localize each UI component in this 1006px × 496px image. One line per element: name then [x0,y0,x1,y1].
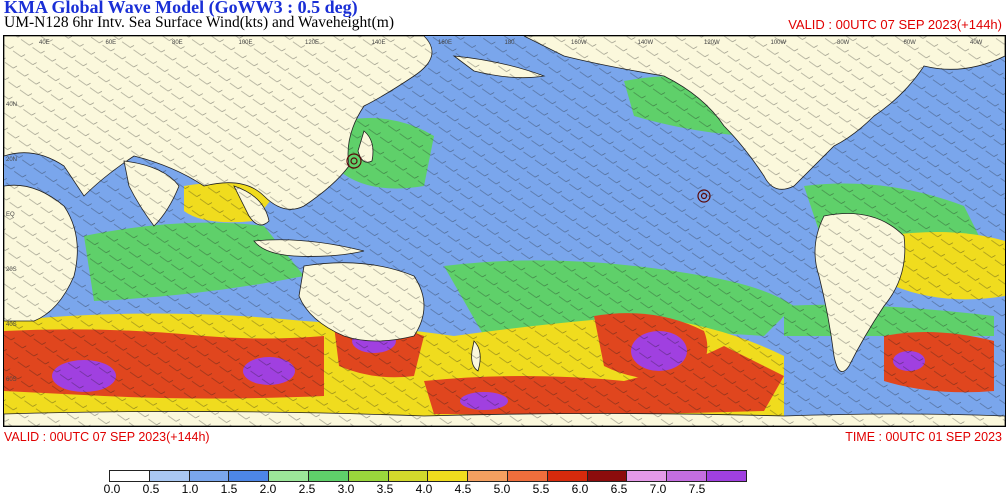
colorbar-label: 7.5 [688,482,706,496]
longitude-label: 80E [172,40,183,46]
wave-map: 40E 60E 80E 100E 120E 140E 160E 180 160W 140W 120W… [3,35,1006,427]
colorbar-label: 6.5 [610,482,628,496]
colorbar-swatch [188,470,230,482]
latitude-label: 40S [6,322,17,328]
colorbar-label: 5.0 [493,482,511,496]
colorbar-label: 3.0 [337,482,355,496]
colorbar-label: 5.5 [532,482,550,496]
colorbar-label: 4.5 [454,482,472,496]
longitude-labels: 40E 60E 80E 100E 120E 140E 160E 180 160W 140W 120W… [39,40,983,46]
colorbar-swatch [705,470,747,482]
colorbar-label: 1.5 [220,482,238,496]
longitude-label: 140W [638,40,654,46]
storm-markers [346,153,711,203]
wind-barb-field [4,36,1005,426]
longitude-label: 100E [239,40,253,46]
longitude-label: 60E [106,40,117,46]
latitude-labels: 40N 20N EQ 20S 40S 60S [6,102,17,383]
longitude-label: 80W [837,40,850,46]
colorbar-label: 3.5 [376,482,394,496]
longitude-label: 100W [771,40,787,46]
longitude-label: 180 [505,40,516,46]
colorbar-swatch [546,470,588,482]
latitude-label: 60S [6,377,17,383]
colorbar-swatch [506,470,548,482]
longitude-label: 120W [704,40,720,46]
latitude-label: 40N [6,102,17,108]
colorbar-swatch [467,470,508,482]
colorbar-label: 4.0 [415,482,433,496]
longitude-label: 160W [571,40,587,46]
colorbar-swatch [666,470,707,482]
longitude-label: 60W [904,40,917,46]
longitude-label: 40E [39,40,50,46]
colorbar-label: 1.0 [181,482,199,496]
latitude-label: EQ [6,212,15,218]
longitude-label: 140E [372,40,386,46]
colorbar-label: 0.0 [103,482,121,496]
colorbar [109,470,747,482]
colorbar-swatch [347,470,389,482]
colorbar-swatch [387,470,429,482]
colorbar-swatch [148,470,190,482]
colorbar-labels: 0.0 0.5 1.0 1.5 2.0 2.5 3.0 3.5 4.0 4.5 5.0 5.5 6.0 6… [0,482,1006,496]
colorbar-swatch [586,470,628,482]
colorbar-swatch [427,470,469,482]
colorbar-label: 6.0 [571,482,589,496]
colorbar-swatch [307,470,349,482]
colorbar-swatch [228,470,270,482]
colorbar-label: 0.5 [142,482,160,496]
valid-time-bottom: VALID : 00UTC 07 SEP 2023(+144h) [4,430,210,444]
valid-time-top: VALID : 00UTC 07 SEP 2023(+144h) [788,17,1002,32]
latitude-label: 20N [6,157,17,163]
chart-subtitle: UM-N128 6hr Intv. Sea Surface Wind(kts) … [4,14,394,31]
colorbar-label: 2.0 [259,482,277,496]
longitude-label: 160E [438,40,452,46]
colorbar-swatch [109,470,150,482]
colorbar-label: 2.5 [298,482,316,496]
colorbar-swatch [626,470,668,482]
colorbar-swatch [268,470,309,482]
longitude-label: 120E [305,40,319,46]
colorbar-label: 7.0 [649,482,667,496]
longitude-label: 40W [970,40,983,46]
latitude-label: 20S [6,267,17,273]
map-canvas: 40E 60E 80E 100E 120E 140E 160E 180 160W 140W 120W… [4,36,1005,426]
chart-title: KMA Global Wave Model (GoWW3 : 0.5 deg) [4,0,358,17]
analysis-time: TIME : 00UTC 01 SEP 2023 [845,430,1002,444]
